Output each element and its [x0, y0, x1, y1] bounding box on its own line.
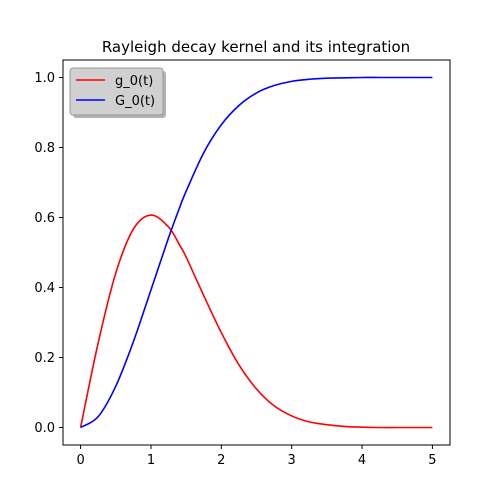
x-tick-label: 5	[428, 453, 436, 468]
chart-title: Rayleigh decay kernel and its integratio…	[102, 38, 410, 56]
legend-label: g_0(t)	[115, 74, 153, 89]
y-tick-label: 0.2	[34, 351, 55, 366]
series-line-0	[79, 214, 433, 429]
y-tick-label: 0.6	[34, 211, 55, 226]
plot-area	[62, 59, 451, 446]
x-tick-label: 3	[288, 453, 296, 468]
x-tick-label: 1	[147, 453, 155, 468]
legend-label: G_0(t)	[115, 94, 155, 109]
legend: g_0(t) G_0(t)	[69, 67, 166, 118]
axes-frame	[62, 59, 451, 446]
x-tick-label: 0	[76, 453, 84, 468]
x-tick-label: 4	[358, 453, 366, 468]
series-line-1	[80, 76, 433, 429]
series-layer	[79, 76, 433, 429]
x-axis: 0 1 2 3 4 5	[76, 445, 437, 468]
y-tick-label: 0.0	[34, 421, 55, 436]
legend-items: g_0(t) G_0(t)	[76, 74, 155, 109]
y-tick-label: 1.0	[34, 71, 55, 86]
y-tick-label: 0.8	[34, 141, 55, 156]
x-tick-label: 2	[217, 453, 225, 468]
y-axis: 0.0 0.2 0.4 0.6 0.8 1.0	[34, 71, 63, 436]
y-tick-label: 0.4	[34, 281, 55, 296]
